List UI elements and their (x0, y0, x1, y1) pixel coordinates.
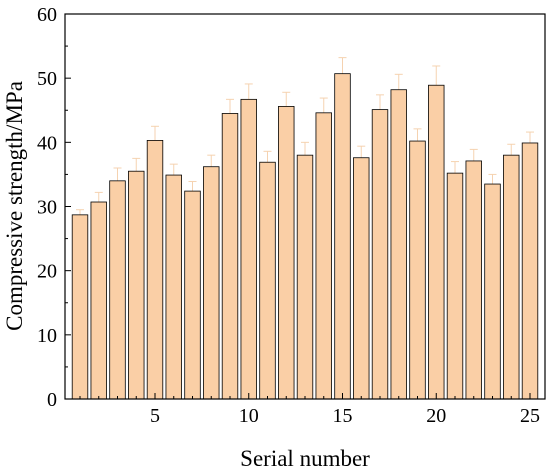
bar (446, 172, 464, 400)
axes-layer: 5 10 15 20 25 0 10 20 30 40 50 60 (37, 4, 546, 427)
y-tick-label: 0 (47, 389, 57, 411)
x-tick-label: 25 (520, 405, 540, 427)
bar (521, 142, 539, 400)
x-tick-label: 5 (150, 405, 160, 427)
y-tick-label: 40 (37, 132, 57, 154)
y-tick-label: 50 (37, 68, 57, 90)
bar (428, 84, 445, 400)
x-axis-title: Serial number (240, 446, 370, 471)
bar (296, 154, 314, 400)
bar (146, 140, 164, 400)
bar (259, 161, 276, 400)
bar (278, 106, 295, 400)
bar (371, 109, 389, 400)
y-tick-label: 20 (37, 261, 57, 283)
bar (353, 157, 370, 400)
bar (184, 190, 201, 400)
bar (128, 170, 145, 400)
bar (165, 174, 182, 400)
x-tick-label: 10 (239, 405, 259, 427)
y-tick-label: 60 (37, 4, 57, 26)
y-axis-title: Compressive strength/MPa (2, 81, 27, 331)
bar (465, 160, 482, 400)
bar (240, 98, 257, 400)
bar (409, 140, 426, 400)
bar (334, 73, 351, 400)
bars-layer (71, 57, 539, 400)
bar (71, 214, 89, 400)
bar (109, 180, 126, 400)
bar (390, 89, 407, 400)
x-tick-label: 20 (426, 405, 446, 427)
x-tick-label: 15 (333, 405, 353, 427)
bar (315, 112, 332, 400)
bar (90, 201, 107, 400)
y-tick-label: 10 (37, 325, 57, 347)
bar (484, 183, 501, 400)
bar (221, 113, 239, 400)
bar (203, 166, 220, 400)
y-tick-label: 30 (37, 197, 57, 219)
bar (503, 154, 520, 400)
